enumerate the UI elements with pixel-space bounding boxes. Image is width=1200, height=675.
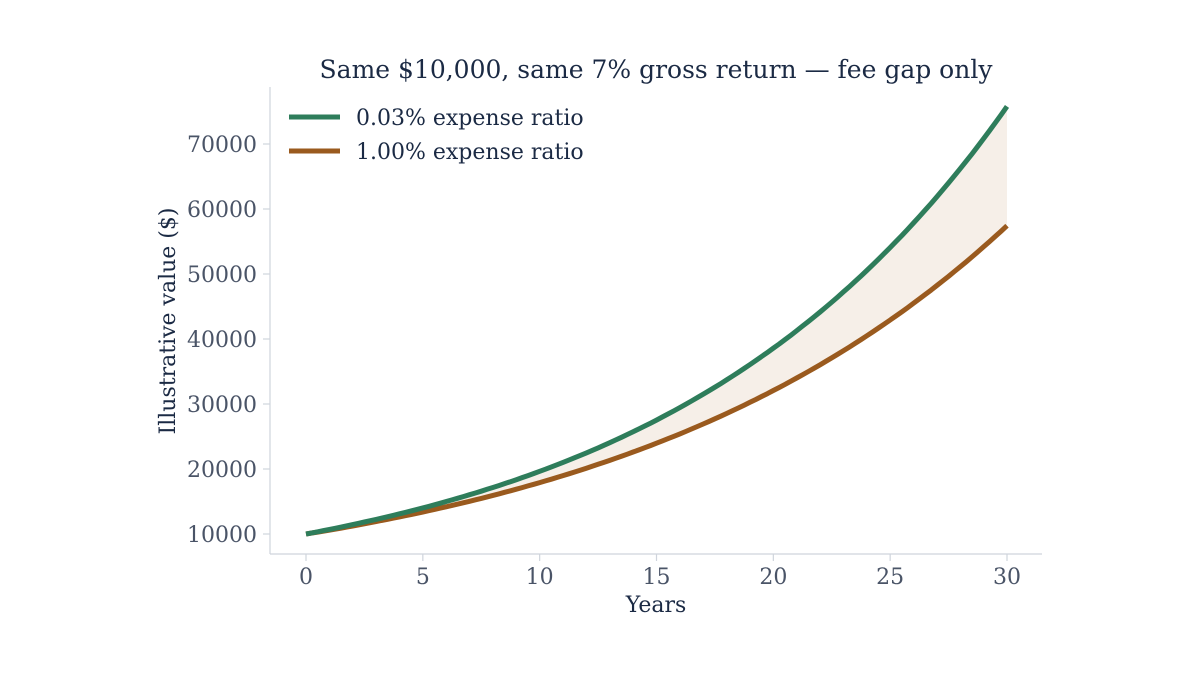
- x-axis-label: Years: [625, 593, 687, 618]
- fill-between-area: [306, 106, 1007, 535]
- x-tick-label: 5: [416, 565, 430, 590]
- x-tick-label: 0: [299, 565, 313, 590]
- y-tick-label: 70000: [187, 133, 257, 158]
- legend-label: 0.03% expense ratio: [356, 106, 584, 131]
- y-tick-label: 30000: [187, 393, 257, 418]
- fee-gap-area: [306, 106, 1007, 535]
- y-tick-label: 50000: [187, 263, 257, 288]
- ticks: 0 5 10 15 20 25 30 10000 20000 30000 40000 50000 600…: [187, 133, 1021, 590]
- x-tick-label: 15: [643, 565, 671, 590]
- series-line: [305, 104, 1010, 537]
- y-axis-label: Illustrative value ($): [156, 208, 181, 435]
- chart-title: Same $10,000, same 7% gross return — fee…: [320, 55, 994, 84]
- y-tick-label: 20000: [187, 458, 257, 483]
- y-tick-label: 40000: [187, 328, 257, 353]
- series-lines: [305, 104, 1010, 537]
- x-tick-label: 20: [759, 565, 787, 590]
- y-tick-label: 60000: [187, 198, 257, 223]
- x-tick-label: 25: [876, 565, 904, 590]
- x-tick-label: 30: [993, 565, 1021, 590]
- series-line: [305, 223, 1009, 537]
- y-tick-label: 10000: [187, 523, 257, 548]
- x-tick-label: 10: [526, 565, 554, 590]
- legend: 0.03% expense ratio 1.00% expense ratio: [289, 106, 584, 165]
- legend-label: 1.00% expense ratio: [356, 140, 584, 165]
